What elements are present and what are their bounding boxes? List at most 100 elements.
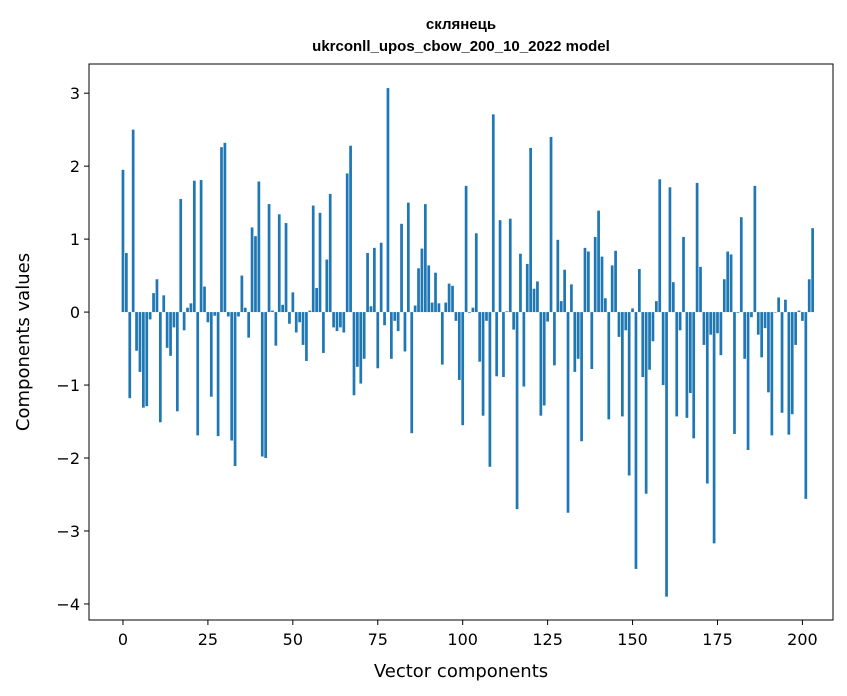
bar-184 bbox=[746, 312, 750, 450]
bar-58 bbox=[318, 212, 322, 313]
bar-174 bbox=[712, 312, 716, 544]
bar-65 bbox=[342, 312, 346, 333]
bar-23 bbox=[199, 180, 203, 313]
bar-139 bbox=[593, 236, 597, 313]
y-tick-label-1: 2 bbox=[70, 157, 80, 176]
bar-202 bbox=[807, 279, 811, 313]
y-tick-label-2: 1 bbox=[70, 230, 80, 249]
bar-155 bbox=[648, 312, 651, 370]
bar-165 bbox=[682, 236, 685, 313]
bar-21 bbox=[192, 180, 196, 313]
bar-163 bbox=[675, 312, 679, 417]
bar-137 bbox=[587, 251, 590, 313]
y-axis-ticks: 3 2 1 0 −1 −2 −3 −4 bbox=[56, 84, 89, 614]
bar-193 bbox=[777, 297, 780, 313]
bar-127 bbox=[553, 312, 556, 366]
bar-86 bbox=[413, 305, 417, 313]
bar-64 bbox=[339, 312, 342, 328]
bar-9 bbox=[152, 293, 155, 313]
bar-120 bbox=[529, 147, 532, 313]
bar-98 bbox=[454, 312, 458, 321]
bar-19 bbox=[186, 307, 189, 313]
bar-52 bbox=[298, 312, 301, 323]
bar-102 bbox=[468, 312, 471, 313]
bar-195 bbox=[784, 299, 787, 313]
bar-119 bbox=[525, 263, 529, 313]
bar-169 bbox=[695, 182, 699, 313]
bar-172 bbox=[705, 312, 709, 484]
bar-109 bbox=[491, 114, 495, 313]
bar-126 bbox=[549, 136, 553, 313]
bar-141 bbox=[600, 256, 604, 313]
bar-71 bbox=[362, 312, 366, 359]
bar-53 bbox=[301, 312, 305, 345]
bar-113 bbox=[505, 311, 509, 313]
bar-167 bbox=[688, 312, 692, 394]
bar-138 bbox=[590, 312, 594, 369]
y-tick-label-5: −2 bbox=[56, 449, 80, 468]
bar-151 bbox=[634, 312, 638, 569]
bar-68 bbox=[352, 312, 356, 396]
bar-22 bbox=[196, 312, 200, 436]
bar-117 bbox=[519, 253, 522, 313]
bar-43 bbox=[267, 204, 271, 313]
bar-90 bbox=[427, 265, 431, 313]
bar-36 bbox=[243, 307, 247, 313]
bar-164 bbox=[678, 312, 682, 331]
bar-160 bbox=[665, 312, 668, 597]
bar-33 bbox=[233, 312, 237, 467]
x-tick-label-150: 150 bbox=[617, 630, 648, 649]
bar-8 bbox=[148, 312, 152, 320]
bar-94 bbox=[440, 312, 444, 365]
bar-152 bbox=[638, 269, 641, 313]
bar-180 bbox=[733, 312, 736, 434]
chart-title-line2: ukrconll_upos_cbow_200_10_2022 model bbox=[312, 38, 610, 55]
bar-201 bbox=[804, 312, 808, 499]
bar-61 bbox=[328, 193, 332, 313]
bar-5 bbox=[138, 312, 142, 372]
x-tick-label-75: 75 bbox=[368, 630, 388, 649]
bar-38 bbox=[250, 227, 254, 313]
bar-203 bbox=[811, 228, 814, 313]
bar-67 bbox=[349, 145, 352, 313]
bar-11 bbox=[158, 312, 162, 423]
bar-129 bbox=[559, 301, 563, 313]
bar-3 bbox=[131, 129, 135, 313]
bar-55 bbox=[308, 310, 312, 313]
bar-35 bbox=[240, 275, 244, 313]
bar-20 bbox=[189, 303, 193, 313]
bar-183 bbox=[743, 312, 747, 359]
bar-125 bbox=[546, 312, 549, 322]
bar-157 bbox=[654, 301, 658, 313]
bar-27 bbox=[213, 312, 217, 316]
x-tick-label-0: 0 bbox=[118, 630, 128, 649]
bar-114 bbox=[508, 218, 512, 313]
bar-166 bbox=[685, 312, 689, 418]
y-tick-label-0: 3 bbox=[70, 84, 80, 103]
bar-145 bbox=[614, 250, 617, 313]
bar-122 bbox=[536, 281, 539, 313]
bar-76 bbox=[379, 242, 383, 313]
bar-15 bbox=[172, 312, 176, 328]
bar-182 bbox=[739, 217, 743, 313]
bar-191 bbox=[770, 312, 774, 436]
bar-89 bbox=[423, 204, 427, 313]
y-tick-label-6: −3 bbox=[56, 522, 80, 541]
bar-30 bbox=[223, 142, 227, 313]
bar-82 bbox=[400, 223, 403, 313]
bar-111 bbox=[498, 220, 502, 313]
bar-197 bbox=[790, 312, 794, 415]
bar-200 bbox=[801, 312, 804, 321]
bar-97 bbox=[451, 285, 454, 313]
x-tick-label-25: 25 bbox=[198, 630, 218, 649]
bar-1 bbox=[125, 252, 128, 313]
bar-133 bbox=[573, 312, 577, 372]
bar-95 bbox=[444, 302, 448, 313]
bar-99 bbox=[457, 312, 461, 380]
bar-100 bbox=[461, 312, 465, 426]
bar-39 bbox=[254, 236, 257, 313]
bar-2 bbox=[128, 312, 132, 399]
bar-72 bbox=[366, 252, 369, 313]
y-tick-label-3: 0 bbox=[70, 303, 80, 322]
bar-124 bbox=[542, 312, 546, 406]
